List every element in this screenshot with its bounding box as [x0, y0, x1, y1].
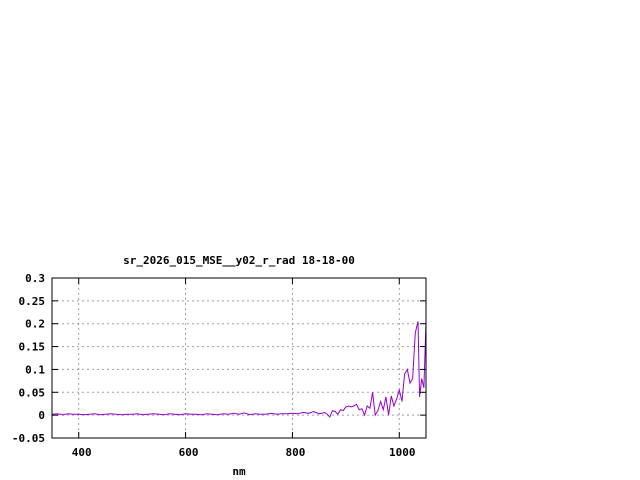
y-tick-label: 0.15 [19, 341, 46, 354]
x-tick-label: 1000 [389, 446, 416, 459]
grid [52, 278, 426, 438]
ticks: 400 600 800 1000 -0.05 0 0.05 0.1 0.15 0.2 0.25 0.3 [12, 272, 426, 459]
y-tick-label: 0.3 [25, 272, 45, 285]
x-tick-label: 600 [179, 446, 199, 459]
y-tick-label: 0.1 [25, 363, 45, 376]
x-tick-label: 800 [285, 446, 305, 459]
x-tick-label: 400 [72, 446, 92, 459]
y-tick-label: -0.05 [12, 432, 45, 445]
series-line [51, 321, 427, 418]
x-axis-label: nm [232, 465, 246, 478]
y-tick-label: 0.25 [19, 295, 46, 308]
y-tick-label: 0 [38, 409, 45, 422]
y-tick-label: 0.2 [25, 318, 45, 331]
series-group [51, 321, 427, 418]
chart-title: sr_2026_015_MSE__y02_r_rad 18-18-00 [123, 254, 355, 267]
y-tick-label: 0.05 [19, 386, 46, 399]
plot-frame [51, 277, 427, 439]
